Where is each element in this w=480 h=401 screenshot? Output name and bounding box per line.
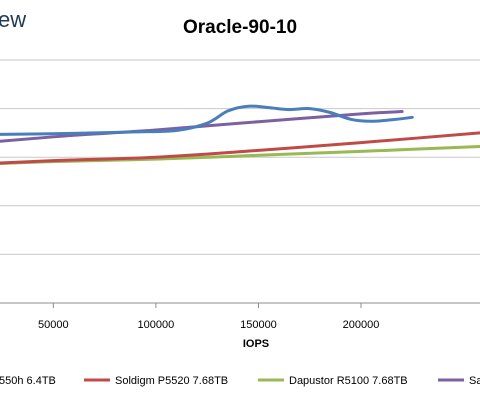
x-axis-label: IOPS (243, 338, 269, 350)
x-tick-label: 150000 (240, 319, 277, 331)
legend-label: Sa (469, 375, 480, 387)
legend-label: Soldigm P5520 7.68TB (115, 375, 228, 387)
x-tick-label: 200000 (343, 319, 380, 331)
series-line-2 (0, 131, 480, 165)
legend-label: Dapustor R5100 7.68TB (289, 375, 408, 387)
chart-title: Oracle-90-10 (183, 17, 297, 38)
x-axis (0, 302, 480, 308)
series-lines (0, 104, 480, 165)
brand-logo-text: ew (0, 7, 26, 32)
series-line-1 (0, 104, 414, 136)
x-tick-labels: 50000 100000 150000 200000 (38, 319, 379, 331)
x-tick-label: 50000 (38, 319, 69, 331)
legend-label: 550h 6.4TB (0, 375, 56, 387)
series-line-4 (0, 110, 404, 143)
x-tick-label: 100000 (138, 319, 175, 331)
legend: 550h 6.4TB Soldigm P5520 7.68TB Dapustor R… (0, 375, 480, 387)
